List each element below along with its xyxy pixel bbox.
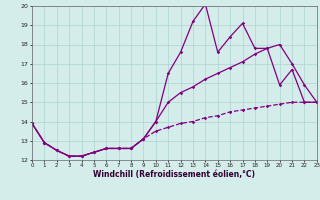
X-axis label: Windchill (Refroidissement éolien,°C): Windchill (Refroidissement éolien,°C) [93, 170, 255, 179]
